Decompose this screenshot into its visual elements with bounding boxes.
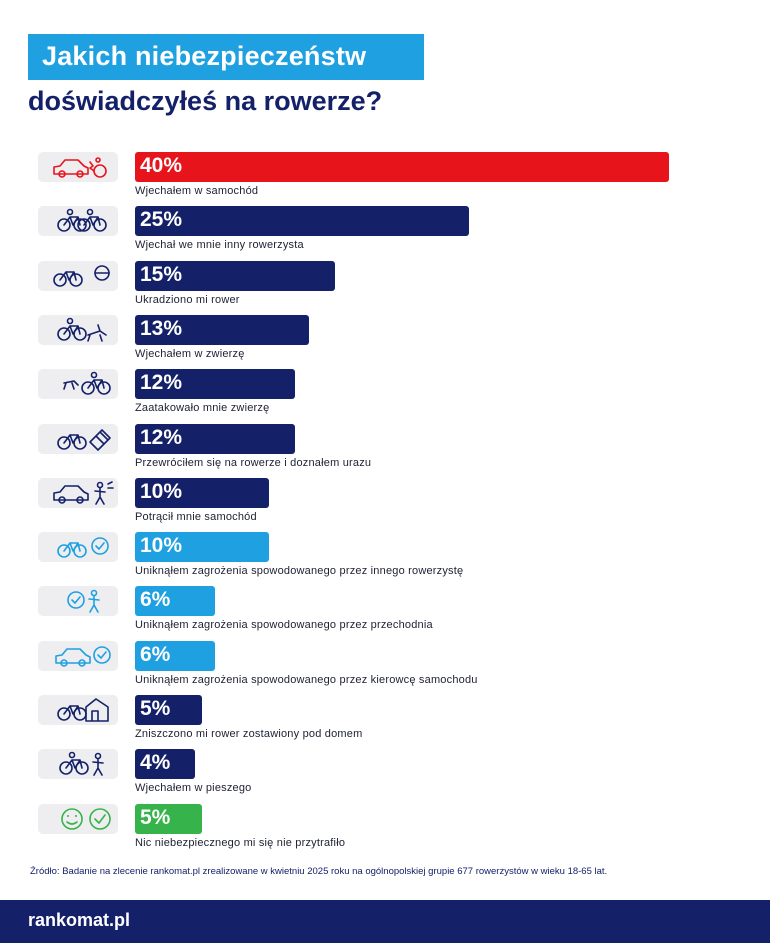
bar-value-label: 40%: [140, 154, 183, 177]
bar-row: 15% Ukradziono mi rower: [0, 260, 770, 315]
bar-row: 5% Nic niebezpiecznego mi się nie przytra…: [0, 803, 770, 858]
bike-house-icon: [38, 695, 118, 725]
bar-row: 12% Przewróciłem się na rowerze i doznałe…: [0, 423, 770, 478]
bar-value-label: 12%: [140, 425, 183, 449]
bar: [135, 206, 469, 237]
bar-row: 5% Zniszczono mi rower zostawiony pod dom…: [0, 695, 770, 749]
bar-value-label: 6%: [140, 588, 171, 612]
bar-value-label: 13%: [140, 316, 183, 340]
bar-row: 10% Uniknąłem zagrożenia spowodowanego pr…: [0, 532, 770, 586]
bar: [135, 695, 202, 725]
bar-value-label: 4%: [140, 751, 171, 775]
car-bike-crash-icon: [38, 152, 118, 182]
bar-category-label: Uniknąłem zagrożenia spowodowanego przez…: [135, 673, 478, 686]
logo: rankomat.pl: [28, 910, 131, 930]
cyclist-animal-crash-icon: [38, 314, 118, 345]
cyclist-pedestrian-icon: [38, 749, 118, 780]
bar-value-label: 10%: [140, 534, 183, 558]
bar: [135, 477, 269, 508]
bar-value-label: 10%: [140, 479, 183, 503]
pedestrian-check-icon: [38, 586, 118, 617]
bar-category-label: Ukradziono mi rower: [135, 293, 240, 306]
bar: [135, 260, 336, 291]
bike-bandage-icon: [38, 423, 118, 454]
bike-thief-icon: [38, 260, 118, 291]
bar-value-label: 5%: [140, 805, 171, 829]
bar-category-label: Wjechałem w samochód: [135, 185, 259, 197]
bar-row: 10% Potrącił mnie samochód: [0, 477, 770, 532]
bar-value-label: 25%: [140, 208, 183, 232]
cyclists-collision-icon: [38, 206, 118, 237]
bar-category-label: Potrącił mnie samochód: [135, 510, 257, 523]
bar-category-label: Wjechał we mnie inny rowerzysta: [135, 239, 304, 252]
bar: [135, 314, 309, 345]
bar-category-label: Wjechałem w pieszego: [135, 782, 252, 795]
bar-value-label: 5%: [140, 697, 171, 720]
bar-category-label: Wjechałem w zwierzę: [135, 347, 245, 360]
bar-row: 6% Uniknąłem zagrożenia spowodowanego prz…: [0, 640, 770, 695]
bar-row: 6% Uniknąłem zagrożenia spowodowanego prz…: [0, 586, 770, 640]
bar: [135, 640, 216, 671]
car-check-icon: [38, 640, 118, 671]
bar-row: 13% Wjechałem w zwierzę: [0, 314, 770, 369]
bar-row: 40% Wjechałem w samochód: [0, 152, 770, 206]
bar-value-label: 15%: [140, 262, 183, 286]
bar: [135, 586, 216, 617]
bar: [135, 532, 269, 563]
bar-row: 25% Wjechał we mnie inny rowerzysta: [0, 206, 770, 260]
bar-category-label: Zniszczono mi rower zostawiony pod domem: [135, 728, 363, 740]
bar-category-label: Uniknąłem zagrożenia spowodowanego przez…: [135, 565, 464, 578]
bar-category-label: Uniknąłem zagrożenia spowodowanego przez…: [135, 619, 433, 632]
bar: [135, 369, 296, 400]
bar-category-label: Przewróciłem się na rowerze i doznałem u…: [135, 456, 372, 469]
title-line-1: Jakich niebezpieczeństw: [42, 41, 367, 71]
smile-check-icon: [38, 803, 118, 834]
car-hit-pedestrian-icon: [38, 477, 118, 508]
bar-value-label: 6%: [140, 642, 171, 666]
bar-category-label: Nic niebezpiecznego mi się nie przytrafi…: [135, 836, 346, 849]
title-line-2: doświadczyłeś na rowerze?: [28, 86, 383, 116]
title-banner: Jakich niebezpieczeństw: [28, 34, 424, 80]
footer: rankomat.pl: [0, 900, 770, 943]
bar: [135, 749, 195, 780]
bar: [135, 152, 669, 182]
bar-row: 4% Wjechałem w pieszego: [0, 749, 770, 803]
bar: [135, 423, 296, 454]
source-note: Źródło: Badanie na zlecenie rankomat.pl …: [30, 866, 608, 877]
bar-row: 12% Zaatakowało mnie zwierzę: [0, 369, 770, 423]
bike-check-icon: [38, 532, 118, 563]
bar: [135, 803, 202, 834]
bar-value-label: 12%: [140, 371, 183, 395]
bar-category-label: Zaatakowało mnie zwierzę: [135, 402, 270, 415]
animal-attack-icon: [38, 369, 118, 400]
